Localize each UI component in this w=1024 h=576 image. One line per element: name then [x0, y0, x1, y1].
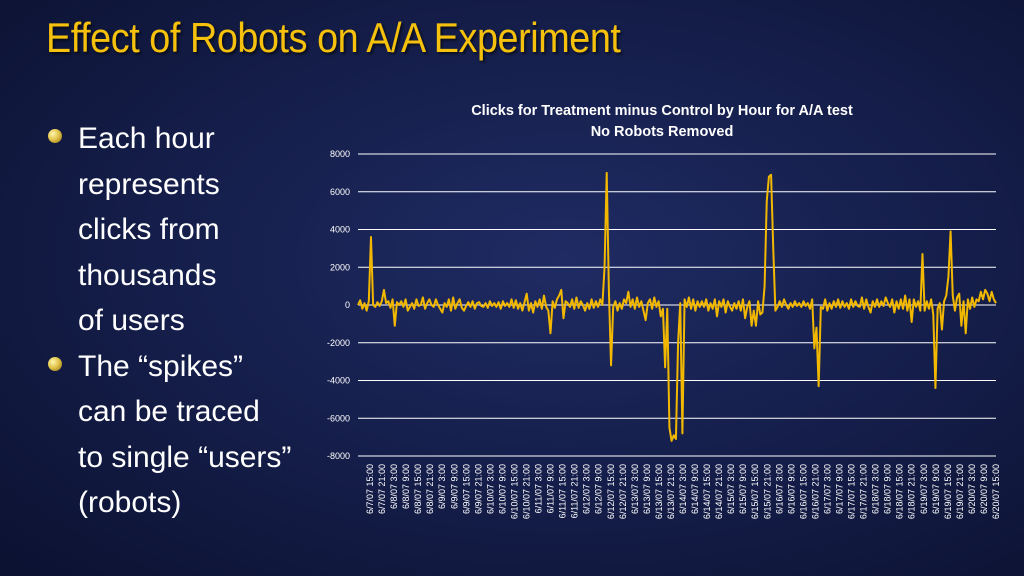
x-tick-label: 6/18/07 21:00	[907, 464, 917, 519]
x-tick-label: 6/8/07 15:00	[413, 464, 423, 514]
x-tick-label: 6/14/07 3:00	[678, 464, 688, 514]
x-tick-label: 6/15/07 9:00	[738, 464, 748, 514]
x-tick-label: 6/20/07 9:00	[979, 464, 989, 514]
x-tick-label: 6/20/07 3:00	[967, 464, 977, 514]
x-tick-label: 6/11/07 21:00	[570, 464, 580, 518]
x-tick-label: 6/12/07 15:00	[606, 464, 616, 519]
x-tick-label: 6/15/07 3:00	[726, 464, 736, 514]
x-tick-label: 6/9/07 9:00	[449, 464, 459, 509]
chart-title: Clicks for Treatment minus Control by Ho…	[471, 103, 853, 119]
x-tick-label: 6/10/07 15:00	[509, 464, 519, 519]
x-tick-label: 6/10/07 21:00	[522, 464, 532, 519]
x-tick-label: 6/15/07 21:00	[762, 464, 772, 519]
line-chart: Clicks for Treatment minus Control by Ho…	[327, 103, 1001, 519]
y-tick-label: 0	[345, 300, 350, 310]
bullet-line: clicks from	[78, 213, 220, 246]
y-tick-label: 2000	[330, 262, 350, 272]
y-tick-label: -4000	[327, 376, 350, 386]
x-tick-label: 6/17/07 9:00	[835, 464, 845, 514]
x-tick-label: 6/13/07 21:00	[666, 464, 676, 519]
x-tick-label: 6/18/07 15:00	[895, 464, 905, 519]
bullet-line: The “spikes”	[78, 349, 244, 383]
x-tick-label: 6/17/07 3:00	[822, 464, 832, 514]
bullet-line: of users	[78, 304, 185, 337]
x-tick-label: 6/15/07 15:00	[750, 464, 760, 519]
bullet-1: Each hour represents clicks from thousan…	[48, 116, 291, 344]
chart-subtitle: No Robots Removed	[591, 124, 734, 140]
bullet-line: (robots)	[78, 486, 182, 519]
x-tick-label: 6/7/07 15:00	[365, 464, 375, 514]
x-tick-label: 6/16/07 15:00	[798, 464, 808, 519]
x-tick-label: 6/14/07 15:00	[702, 464, 712, 519]
x-tick-label: 6/18/07 9:00	[883, 464, 893, 514]
x-tick-label: 6/7/07 21:00	[377, 464, 387, 514]
bullet-line: can be traced	[78, 395, 260, 428]
slide-title: Effect of Robots on A/A Experiment	[46, 14, 621, 61]
y-tick-label: 4000	[330, 225, 350, 235]
x-tick-label: 6/8/07 21:00	[425, 464, 435, 514]
y-tick-label: 6000	[330, 187, 350, 197]
x-tick-label: 6/8/07 3:00	[389, 464, 399, 509]
x-tick-label: 6/9/07 21:00	[473, 464, 483, 514]
x-tick-label: 6/13/07 15:00	[654, 464, 664, 519]
x-tick-label: 6/13/07 9:00	[642, 464, 652, 514]
y-tick-label: -2000	[327, 338, 350, 348]
x-tick-label: 6/16/07 3:00	[774, 464, 784, 514]
y-tick-label: -6000	[327, 413, 350, 423]
bullet-dot-icon	[48, 356, 62, 371]
x-tick-label: 6/13/07 3:00	[630, 464, 640, 514]
x-tick-label: 6/19/07 21:00	[955, 464, 965, 519]
series-line	[357, 171, 997, 442]
x-tick-label: 6/9/07 3:00	[437, 464, 447, 509]
y-tick-label: -8000	[327, 451, 350, 461]
x-tick-label: 6/19/07 3:00	[919, 464, 929, 514]
x-tick-label: 6/9/07 15:00	[461, 464, 471, 514]
y-tick-label: 8000	[330, 149, 350, 159]
bullet-line: thousands	[78, 258, 217, 292]
bullet-line: to single “users”	[78, 440, 292, 474]
x-tick-label: 6/11/07 9:00	[546, 464, 556, 513]
x-tick-label: 6/20/07 15:00	[991, 464, 1001, 519]
x-tick-label: 6/16/07 9:00	[786, 464, 796, 514]
x-tick-label: 6/16/07 21:00	[810, 464, 820, 519]
x-tick-label: 6/12/07 9:00	[594, 464, 604, 514]
bullet-list: Each hour represents clicks from thousan…	[48, 116, 291, 526]
bullet-line: represents	[78, 167, 220, 201]
bullet-line: Each hour	[78, 122, 215, 155]
x-tick-label: 6/12/07 21:00	[618, 464, 628, 519]
x-tick-label: 6/11/07 15:00	[558, 464, 568, 518]
bullet-2: The “spikes” can be traced to single “us…	[48, 344, 291, 526]
bullet-dot-icon	[48, 129, 62, 143]
x-tick-label: 6/18/07 3:00	[871, 464, 881, 514]
x-tick-label: 6/10/07 3:00	[485, 464, 495, 514]
x-tick-label: 6/12/07 3:00	[582, 464, 592, 514]
x-tick-label: 6/17/07 21:00	[859, 464, 869, 519]
x-tick-label: 6/14/07 21:00	[714, 464, 724, 519]
x-tick-label: 6/17/07 15:00	[847, 464, 857, 519]
x-tick-label: 6/10/07 9:00	[497, 464, 507, 514]
x-tick-label: 6/8/07 9:00	[401, 464, 411, 509]
x-tick-label: 6/19/07 15:00	[943, 464, 953, 519]
x-tick-label: 6/19/07 9:00	[931, 464, 941, 514]
x-tick-label: 6/11/07 3:00	[534, 464, 544, 513]
x-tick-label: 6/14/07 9:00	[690, 464, 700, 514]
